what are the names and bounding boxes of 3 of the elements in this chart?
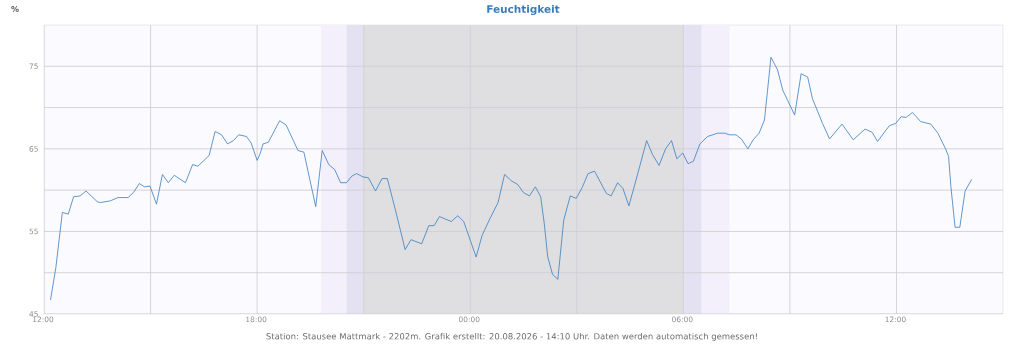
chart-title: Feuchtigkeit — [487, 4, 560, 16]
text: Station: Stausee Mattmark - 2202m. Grafik erstellt: 20.08.2026 - 14:10 Uhr. Daten werden automatisch gemessen! — [266, 332, 757, 342]
line-series — [50, 56, 973, 301]
